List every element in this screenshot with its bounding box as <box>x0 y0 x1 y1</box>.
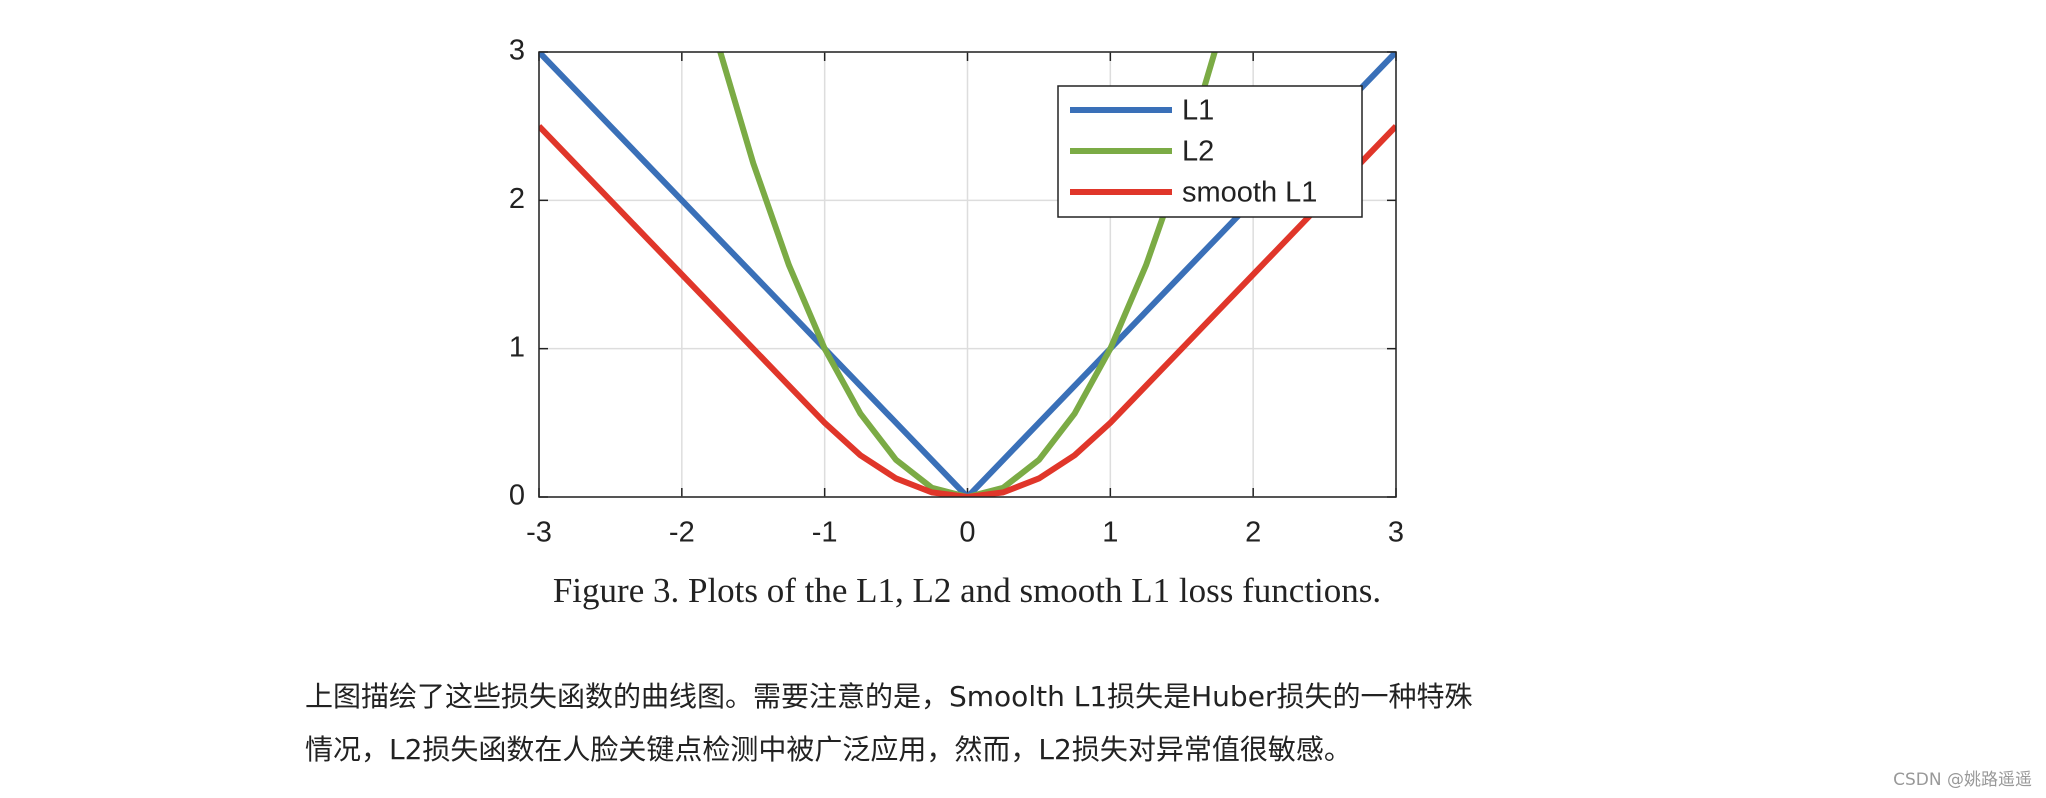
x-tick-label: 3 <box>1388 517 1404 549</box>
y-tick-label: 3 <box>509 35 525 67</box>
figure-caption: Figure 3. Plots of the L1, L2 and smooth… <box>553 571 1381 610</box>
x-tick-label: -3 <box>526 517 552 549</box>
x-tick-label: 2 <box>1245 517 1261 549</box>
plot-frame <box>538 51 1397 498</box>
y-tick-label: 1 <box>509 331 525 363</box>
legend-label: smooth L1 <box>1182 177 1317 209</box>
x-tick-label: -2 <box>669 517 695 549</box>
watermark: CSDN @姚路遥遥 <box>1893 770 2032 790</box>
legend-label: L2 <box>1182 136 1214 168</box>
legend-label: L1 <box>1182 95 1214 127</box>
y-tick-label: 2 <box>509 183 525 215</box>
x-tick-label: -1 <box>812 517 838 549</box>
series-line <box>539 124 1396 497</box>
x-tick-label: 1 <box>1102 517 1118 549</box>
y-tick-label: 0 <box>509 480 525 512</box>
paragraph-line: 情况，L2损失函数在人脸关键点检测中被广泛应用，然而，L2损失对异常值很敏感。 <box>305 733 1352 766</box>
chart: Figure 3. Plots of the L1, L2 and smooth… <box>509 35 1404 610</box>
x-tick-label: 0 <box>959 517 975 549</box>
paragraph-line: 上图描绘了这些损失函数的曲线图。需要注意的是，Smoolth L1损失是Hube… <box>305 680 1473 713</box>
